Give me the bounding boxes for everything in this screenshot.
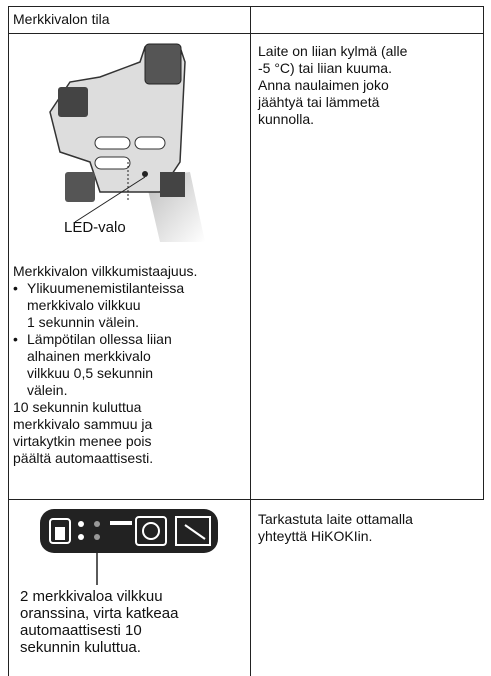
text-line: sekunnin kuluttua. bbox=[20, 639, 141, 656]
text-line: oranssina, virta katkeaa bbox=[20, 605, 179, 622]
text-line: yhteyttä HiKOKIin. bbox=[258, 528, 373, 544]
border bbox=[8, 33, 484, 34]
text-line: kunnolla. bbox=[258, 111, 315, 127]
border bbox=[250, 6, 251, 676]
text-line: automaattisesti 10 bbox=[20, 622, 142, 639]
text-line: vilkkuu 0,5 sekunnin bbox=[27, 365, 154, 381]
text-line: Ylikuumenemistilanteissa bbox=[27, 280, 185, 296]
header-cell: Merkkivalon tila bbox=[13, 11, 110, 27]
led-panel bbox=[40, 509, 218, 585]
text-line: merkkivalo vilkkuu bbox=[27, 297, 141, 313]
nailer-illustration bbox=[49, 43, 205, 242]
text-line: alhainen merkkivalo bbox=[27, 348, 151, 364]
bullet: • bbox=[13, 331, 18, 347]
image-label: LED-valo bbox=[64, 219, 126, 236]
border bbox=[8, 6, 9, 676]
text-line: Lämpötilan ollessa liian bbox=[27, 331, 172, 347]
text-line: Tarkastuta laite ottamalla bbox=[258, 511, 413, 527]
text-line: Anna naulaimen joko bbox=[258, 77, 389, 93]
text-line: virtakytkin menee pois bbox=[13, 433, 152, 449]
border bbox=[8, 6, 484, 7]
intro: Merkkivalon vilkkumistaajuus. bbox=[13, 263, 198, 279]
text-line: päältä automaattisesti. bbox=[13, 450, 154, 466]
text-line: merkkivalo sammuu ja bbox=[13, 416, 153, 432]
text-line: 2 merkkivaloa vilkkuu bbox=[20, 588, 163, 605]
text-line: välein. bbox=[27, 382, 68, 398]
bullet: • bbox=[13, 280, 18, 296]
text-line: -5 °C) tai liian kuuma. bbox=[258, 60, 392, 76]
border bbox=[8, 499, 484, 500]
text-line: 10 sekunnin kuluttua bbox=[13, 399, 142, 415]
border bbox=[483, 6, 484, 500]
text-line: jäähtyä tai lämmetä bbox=[258, 94, 380, 110]
text-line: Laite on liian kylmä (alle bbox=[258, 43, 408, 59]
text-line: 1 sekunnin välein. bbox=[27, 314, 140, 330]
